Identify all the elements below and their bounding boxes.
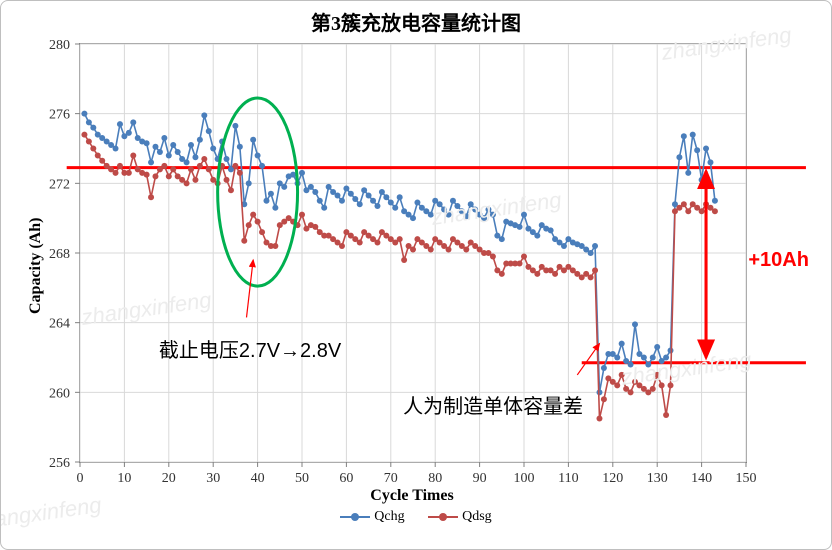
svg-text:110: 110	[558, 471, 578, 486]
svg-text:80: 80	[428, 471, 442, 486]
svg-text:30: 30	[206, 471, 220, 486]
svg-text:120: 120	[602, 471, 623, 486]
annotation-text: +10Ah	[748, 249, 809, 272]
svg-text:260: 260	[49, 386, 70, 401]
legend: Qchg Qdsg	[1, 509, 831, 529]
annotation-text: 截止电压2.7V→2.8V	[159, 334, 341, 363]
svg-text:130: 130	[647, 471, 668, 486]
legend-label-qchg: Qchg	[374, 509, 404, 525]
svg-text:280: 280	[49, 38, 70, 53]
legend-swatch-qdsg	[428, 510, 458, 524]
svg-text:264: 264	[49, 317, 70, 332]
svg-text:276: 276	[49, 108, 70, 123]
svg-text:268: 268	[49, 247, 70, 262]
annotation-text: 人为制造单体容量差	[403, 390, 583, 419]
legend-swatch-qchg	[340, 510, 370, 524]
svg-text:60: 60	[339, 471, 353, 486]
svg-text:256: 256	[49, 456, 70, 471]
svg-text:50: 50	[295, 471, 309, 486]
legend-label-qdsg: Qdsg	[462, 509, 492, 525]
svg-text:10: 10	[117, 471, 131, 486]
chart-frame: { "title": { "text": "第3簇充放电容量统计图", "fon…	[0, 0, 832, 550]
svg-text:70: 70	[384, 471, 398, 486]
legend-item-qdsg: Qdsg	[428, 509, 492, 525]
svg-text:272: 272	[49, 177, 70, 192]
x-axis-title: Cycle Times	[79, 487, 745, 505]
svg-text:150: 150	[736, 471, 757, 486]
svg-text:40: 40	[251, 471, 265, 486]
y-axis-title: Capacity (Ah)	[27, 218, 45, 314]
svg-text:90: 90	[473, 471, 487, 486]
legend-item-qchg: Qchg	[340, 509, 404, 525]
svg-text:20: 20	[162, 471, 176, 486]
svg-text:140: 140	[691, 471, 712, 486]
chart-title: 第3簇充放电容量统计图	[1, 7, 831, 36]
svg-text:100: 100	[514, 471, 535, 486]
svg-text:0: 0	[77, 471, 84, 486]
